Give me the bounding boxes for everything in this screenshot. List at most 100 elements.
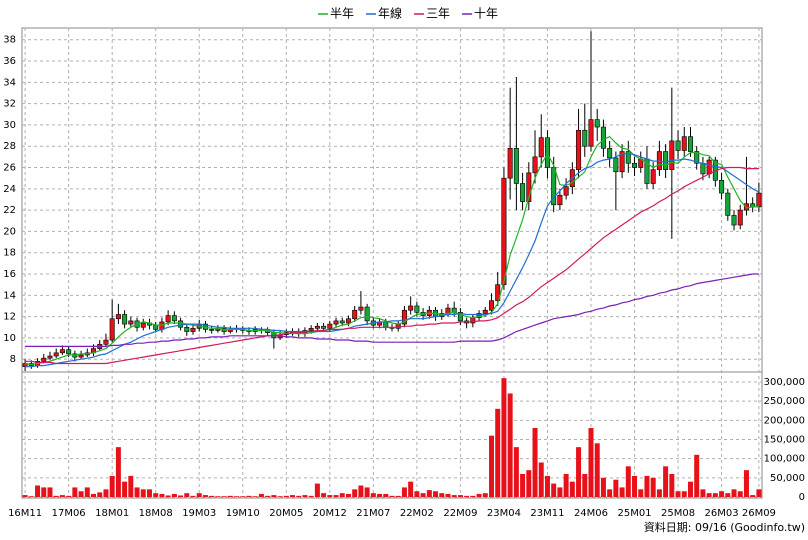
candle-body: [625, 151, 631, 164]
candle-body: [507, 148, 513, 179]
x-tick-label: 23M11: [530, 508, 564, 519]
x-tick-label: 18M08: [139, 508, 173, 519]
candle-body: [53, 352, 59, 357]
candle-body: [513, 148, 519, 184]
candle-body: [588, 119, 594, 147]
volume-bar: [731, 489, 737, 497]
x-tick-label: 18M01: [95, 508, 129, 519]
volume-bar: [383, 493, 389, 497]
candle-body: [687, 136, 693, 152]
volume-bar: [426, 490, 432, 497]
volume-bar: [395, 495, 401, 497]
volume-bar: [209, 495, 215, 497]
volume-bar: [669, 473, 675, 497]
volume-bar: [445, 493, 451, 497]
volume-bar: [513, 447, 519, 497]
candle-body: [594, 119, 600, 128]
x-tick-label: 24M06: [574, 508, 608, 519]
candle-body: [501, 177, 507, 285]
volume-bar: [600, 477, 606, 497]
volume-bar: [345, 493, 351, 497]
volume-bar: [159, 493, 165, 497]
volume-bar: [501, 378, 507, 497]
candle-body: [103, 339, 109, 345]
volume-bar: [408, 481, 414, 497]
x-tick-label: 25M08: [661, 508, 695, 519]
volume-bar: [103, 489, 109, 497]
volume-bar: [476, 493, 482, 497]
candle-body: [756, 192, 762, 208]
volume-bar: [333, 495, 339, 497]
y-tick-label: 22: [3, 205, 16, 216]
candle-body: [401, 309, 407, 325]
volume-bar: [314, 483, 320, 497]
candle-body: [663, 151, 669, 170]
volume-bar: [66, 495, 72, 497]
x-tick-label: 21M07: [356, 508, 390, 519]
volume-bar: [252, 496, 258, 497]
candle-body: [122, 314, 128, 325]
volume-bar: [321, 493, 327, 497]
candle-body: [694, 151, 700, 164]
candle-body: [681, 136, 687, 151]
volume-bar: [165, 495, 171, 497]
volume-bar: [171, 493, 177, 497]
volume-bar: [563, 473, 569, 497]
volume-bar: [271, 495, 277, 497]
volume-bar: [520, 473, 526, 497]
volume-bar: [756, 489, 762, 497]
y-tick-label: 18: [3, 248, 16, 259]
plot-frame: [21, 27, 763, 499]
volume-bar: [283, 495, 289, 497]
x-tick-label: 20M12: [313, 508, 347, 519]
volume-bar: [28, 496, 34, 497]
volume-tick-label: 100,000: [764, 454, 805, 465]
volume-bar: [122, 481, 128, 497]
candle-body: [650, 169, 656, 184]
candle-body: [582, 129, 588, 147]
candle-body: [600, 126, 606, 149]
volume-bar: [140, 489, 146, 497]
volume-bar: [265, 495, 271, 497]
y-tick-label: 12: [3, 312, 16, 323]
y-tick-label: 30: [3, 120, 16, 131]
volume-bar: [706, 493, 712, 497]
candle-body: [408, 305, 414, 311]
volume-bar: [719, 491, 725, 497]
volume-bar: [750, 495, 756, 497]
y-tick-label: 24: [3, 184, 16, 195]
candle-body: [209, 329, 215, 331]
y-tick-label: 16: [3, 269, 16, 280]
volume-tick-label: 300,000: [764, 377, 805, 388]
volume-bar: [526, 470, 532, 497]
volume-bar: [594, 443, 600, 497]
ma-line: [25, 166, 759, 365]
volume-bar: [414, 491, 420, 497]
volume-bar: [457, 495, 463, 497]
volume-bar: [196, 493, 202, 497]
volume-bar: [134, 487, 140, 497]
candle-body: [339, 320, 345, 324]
volume-bar: [35, 485, 41, 497]
volume-bar: [358, 485, 364, 497]
candle-body: [476, 313, 482, 318]
candle-body: [619, 151, 625, 173]
volume-bar: [234, 496, 240, 497]
volume-bar: [327, 495, 333, 497]
volume-bar: [644, 475, 650, 497]
volume-bar: [433, 491, 439, 497]
volume-bar: [53, 495, 59, 497]
candle-body: [700, 162, 706, 175]
volume-bar: [464, 495, 470, 497]
volume-bar: [302, 495, 308, 497]
volume-bar: [178, 495, 184, 497]
volume-bar: [482, 493, 488, 497]
volume-bar: [700, 489, 706, 497]
volume-bar: [277, 496, 283, 497]
volume-bar: [538, 462, 544, 497]
volume-bar: [215, 496, 221, 497]
volume-bar: [47, 487, 53, 497]
candle-body: [345, 318, 351, 324]
y-tick-label: 10: [3, 333, 16, 344]
candle-body: [520, 183, 526, 202]
